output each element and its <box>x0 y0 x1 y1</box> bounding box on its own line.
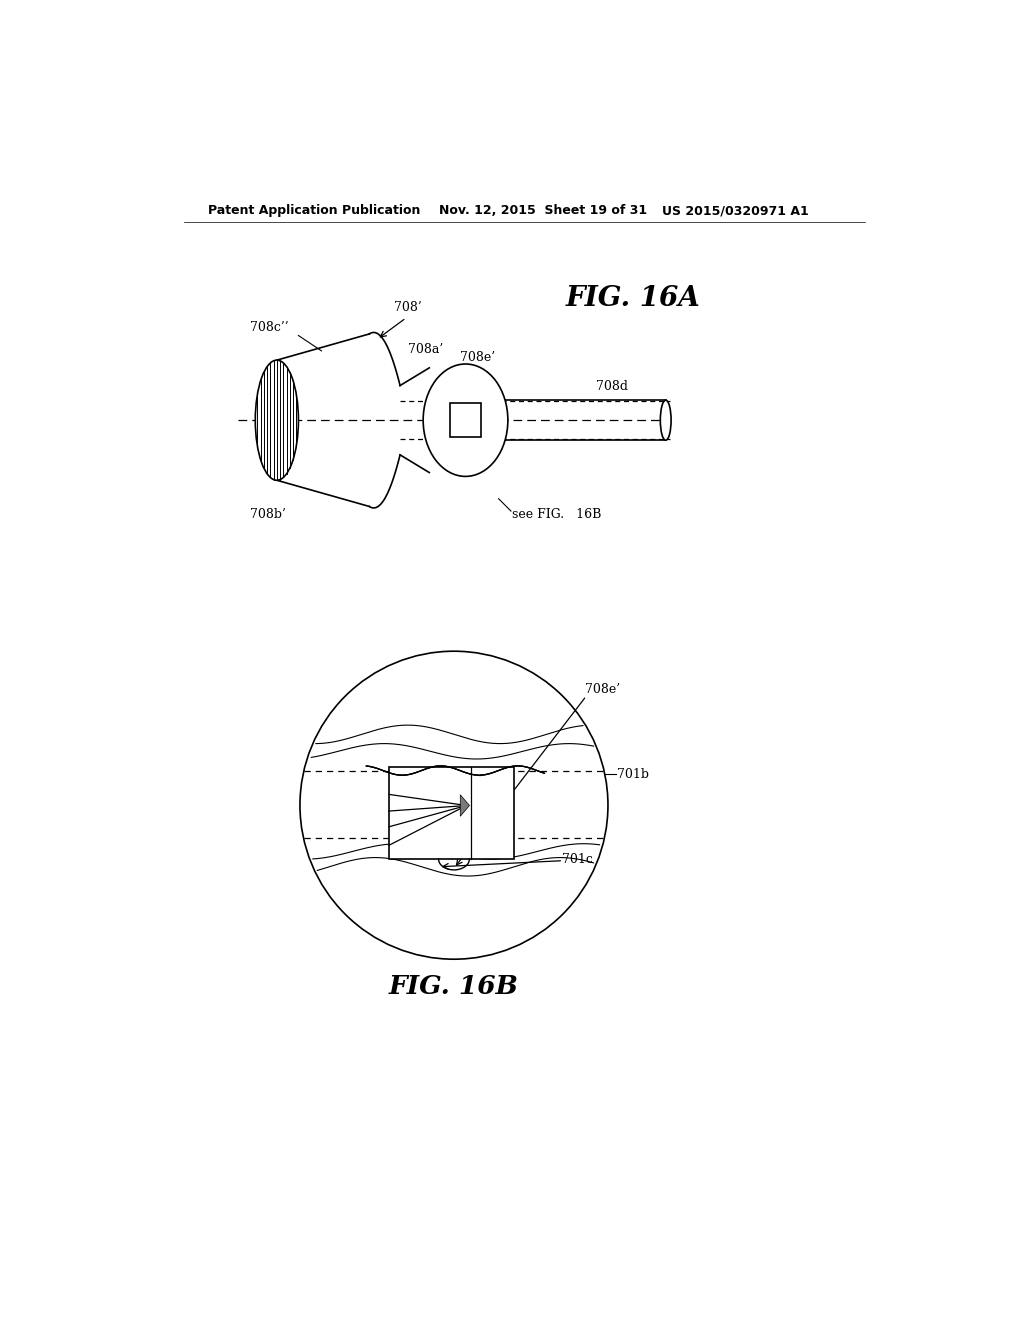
Ellipse shape <box>660 400 671 441</box>
Text: FIG. 16A: FIG. 16A <box>565 285 700 312</box>
Circle shape <box>300 651 608 960</box>
Text: see FIG.   16B: see FIG. 16B <box>512 508 602 520</box>
Text: 708b’: 708b’ <box>250 508 286 520</box>
Text: 708c’’: 708c’’ <box>250 321 289 334</box>
Text: Nov. 12, 2015  Sheet 19 of 31: Nov. 12, 2015 Sheet 19 of 31 <box>438 205 647 218</box>
Text: 708e’: 708e’ <box>585 684 620 696</box>
Text: Patent Application Publication: Patent Application Publication <box>208 205 420 218</box>
Text: 701c: 701c <box>562 853 593 866</box>
Text: US 2015/0320971 A1: US 2015/0320971 A1 <box>662 205 809 218</box>
Polygon shape <box>460 795 470 816</box>
Ellipse shape <box>255 360 298 480</box>
Text: FIG. 16B: FIG. 16B <box>389 974 519 999</box>
Text: 708e’: 708e’ <box>460 351 496 363</box>
Text: 708d: 708d <box>596 380 628 393</box>
Text: 708a’: 708a’ <box>408 343 443 356</box>
Text: 708’: 708’ <box>394 301 422 314</box>
Text: 701b: 701b <box>617 768 649 781</box>
Bar <box>389 767 514 859</box>
Ellipse shape <box>423 364 508 477</box>
Bar <box>451 404 481 437</box>
